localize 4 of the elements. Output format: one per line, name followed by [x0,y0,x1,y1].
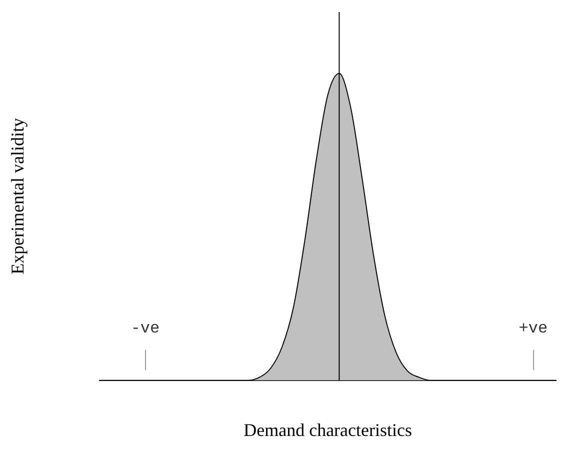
x-axis-title: Demand characteristics [244,420,412,440]
y-axis-title: Experimental validity [8,118,28,274]
x-tick-label: -ve [130,319,160,338]
x-tick-label: +ve [518,319,548,338]
